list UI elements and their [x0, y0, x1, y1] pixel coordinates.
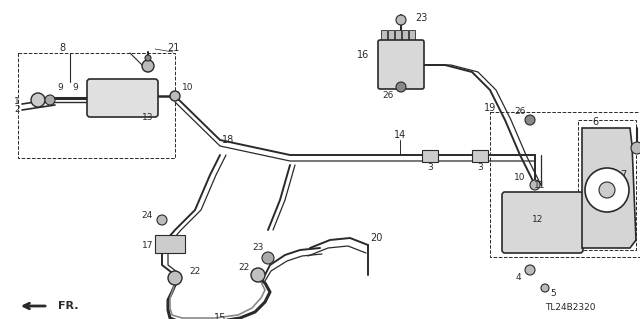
Text: 14: 14: [394, 130, 406, 140]
Bar: [409, 30, 415, 42]
Bar: [18, 53, 175, 158]
Text: 13: 13: [142, 114, 154, 122]
Text: 26: 26: [515, 108, 525, 116]
Bar: [155, 235, 185, 253]
Text: 24: 24: [141, 211, 152, 219]
FancyBboxPatch shape: [87, 79, 158, 117]
Text: FR.: FR.: [58, 301, 79, 311]
FancyBboxPatch shape: [502, 192, 583, 253]
Circle shape: [525, 115, 535, 125]
Circle shape: [45, 95, 55, 105]
Text: 19: 19: [484, 103, 496, 113]
Circle shape: [145, 55, 151, 61]
Circle shape: [541, 284, 549, 292]
Circle shape: [170, 91, 180, 101]
Text: 16: 16: [357, 50, 369, 60]
Text: 21: 21: [167, 43, 179, 53]
Bar: [402, 30, 408, 42]
Text: 17: 17: [142, 241, 154, 249]
Polygon shape: [582, 128, 636, 248]
Text: 10: 10: [182, 84, 194, 93]
Text: 18: 18: [222, 135, 234, 145]
Circle shape: [251, 268, 265, 282]
Text: 4: 4: [515, 273, 521, 283]
Text: 26: 26: [382, 91, 394, 100]
Text: 6: 6: [592, 117, 598, 127]
Circle shape: [396, 15, 406, 25]
Text: 23: 23: [252, 243, 264, 253]
Bar: [395, 30, 401, 42]
Text: 22: 22: [189, 268, 200, 277]
Circle shape: [599, 182, 615, 198]
Text: 8: 8: [59, 43, 65, 53]
Text: 9: 9: [72, 83, 78, 92]
Text: 5: 5: [550, 288, 556, 298]
Circle shape: [157, 215, 167, 225]
Circle shape: [262, 252, 274, 264]
Circle shape: [396, 82, 406, 92]
Text: 20: 20: [370, 233, 382, 243]
Text: 12: 12: [532, 216, 544, 225]
Circle shape: [530, 180, 540, 190]
Text: 11: 11: [534, 181, 546, 189]
Text: 10: 10: [515, 174, 525, 182]
FancyBboxPatch shape: [378, 40, 424, 89]
Circle shape: [525, 265, 535, 275]
Text: 1: 1: [14, 98, 20, 107]
Text: 3: 3: [477, 164, 483, 173]
Circle shape: [631, 142, 640, 154]
Text: 9: 9: [57, 83, 63, 92]
Bar: [472, 150, 488, 162]
Circle shape: [168, 271, 182, 285]
Text: 22: 22: [238, 263, 250, 272]
Bar: [381, 30, 387, 42]
Text: TL24B2320: TL24B2320: [545, 303, 595, 313]
Circle shape: [585, 168, 629, 212]
Text: 23: 23: [415, 13, 427, 23]
Bar: [422, 150, 438, 162]
Circle shape: [31, 93, 45, 107]
Bar: [388, 30, 394, 42]
Bar: [578, 120, 636, 250]
Text: 15: 15: [214, 313, 226, 319]
Text: 3: 3: [427, 164, 433, 173]
Circle shape: [142, 60, 154, 72]
Text: 7: 7: [620, 170, 626, 180]
Text: 2: 2: [14, 106, 20, 115]
Bar: [490, 112, 640, 257]
